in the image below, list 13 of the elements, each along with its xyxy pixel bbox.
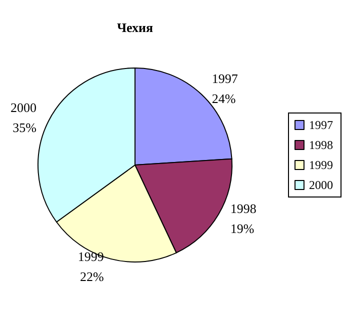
legend-label: 1997 (309, 118, 333, 132)
chart-title: Чехия (117, 20, 154, 35)
slice-label: 1997 (212, 70, 238, 86)
data-label: 19% (230, 220, 254, 236)
legend-label: 2000 (309, 178, 333, 192)
data-label: 35% (12, 120, 37, 135)
legend-label: 1998 (309, 138, 333, 152)
data-label: 24% (212, 90, 236, 106)
slice-label: 1998 (230, 200, 256, 216)
slice-label: 2000 (10, 100, 36, 115)
legend-label: 1999 (309, 158, 333, 172)
slice-label: 1999 (78, 249, 104, 264)
data-label: 22% (80, 269, 104, 284)
